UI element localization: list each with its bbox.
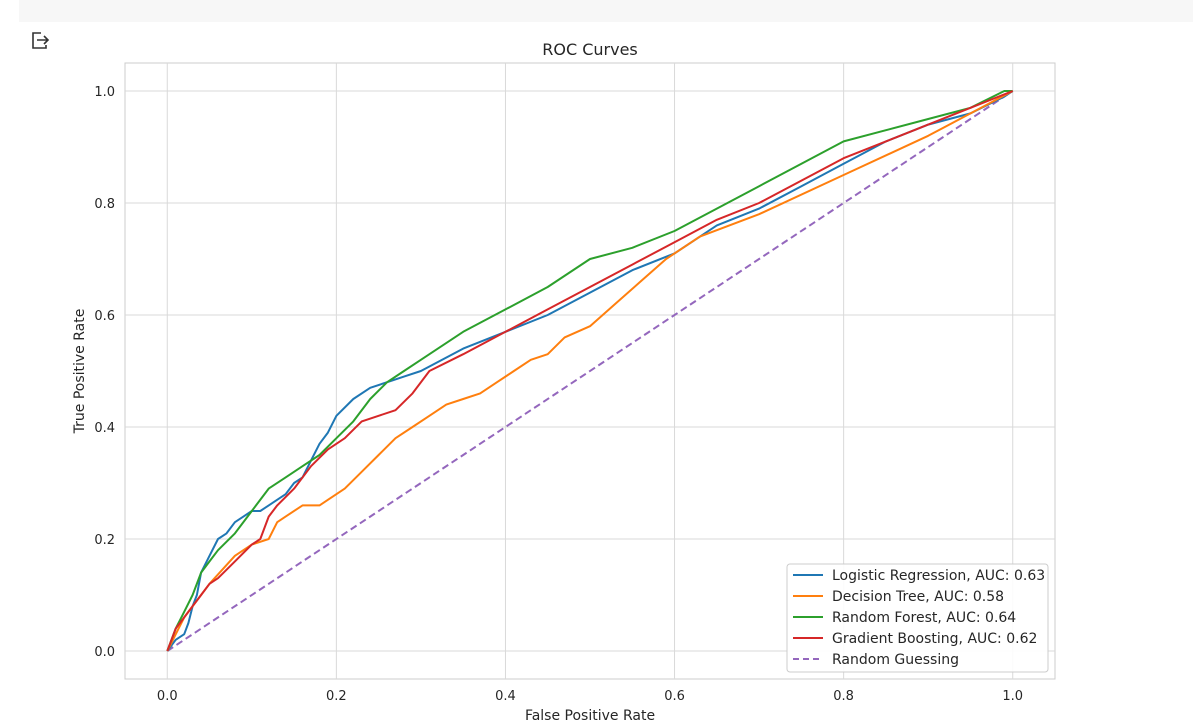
x-tick-label: 1.0 bbox=[1002, 689, 1023, 704]
x-tick-label: 0.6 bbox=[664, 689, 685, 704]
export-icon[interactable] bbox=[29, 29, 51, 51]
series-line-0 bbox=[166, 90, 1014, 652]
legend-label: Random Forest, AUC: 0.64 bbox=[832, 610, 1016, 626]
y-tick-labels: 0.0 0.2 0.4 0.6 0.8 1.0 bbox=[94, 85, 115, 660]
legend-label: Random Guessing bbox=[832, 652, 959, 668]
legend-label: Logistic Regression, AUC: 0.63 bbox=[832, 568, 1045, 584]
legend-box bbox=[786, 563, 1049, 673]
x-tick-labels: 0.0 0.2 0.4 0.6 0.8 1.0 bbox=[157, 689, 1023, 704]
series-line-2 bbox=[166, 90, 1013, 652]
y-axis-label: True Positive Rate bbox=[72, 309, 88, 435]
legend-label: Decision Tree, AUC: 0.58 bbox=[832, 589, 1004, 605]
y-tick-label: 0.0 bbox=[94, 645, 115, 660]
x-tick-label: 0.4 bbox=[495, 689, 516, 704]
y-tick-label: 0.6 bbox=[94, 309, 115, 324]
x-tick-label: 0.2 bbox=[326, 689, 347, 704]
chart-title: ROC Curves bbox=[542, 40, 638, 59]
x-axis-label: False Positive Rate bbox=[525, 708, 655, 724]
y-tick-label: 0.2 bbox=[94, 533, 115, 548]
y-tick-label: 0.4 bbox=[94, 421, 115, 436]
x-tick-label: 0.0 bbox=[157, 689, 178, 704]
series-line-3 bbox=[166, 90, 1014, 652]
x-tick-label: 0.8 bbox=[833, 689, 854, 704]
legend: Logistic Regression, AUC: 0.63 Decision T… bbox=[786, 563, 1049, 673]
series-line-4 bbox=[166, 90, 1014, 652]
series-lines bbox=[166, 90, 1014, 652]
series-line-1 bbox=[166, 90, 1014, 652]
legend-label: Gradient Boosting, AUC: 0.62 bbox=[832, 631, 1037, 647]
top-bar bbox=[19, 0, 1193, 22]
y-tick-label: 0.8 bbox=[94, 197, 115, 212]
y-tick-label: 1.0 bbox=[94, 85, 115, 100]
